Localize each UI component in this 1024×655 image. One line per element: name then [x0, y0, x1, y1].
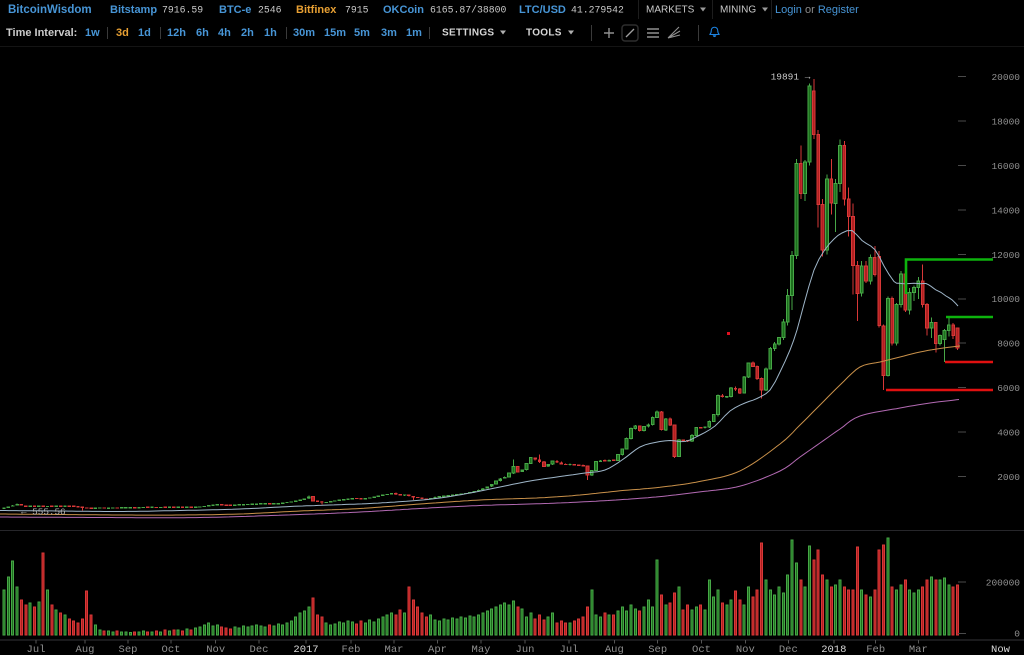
svg-text:0: 0	[1014, 628, 1020, 639]
svg-text:Apr: Apr	[428, 644, 447, 655]
svg-text:Mar: Mar	[385, 644, 404, 655]
svg-text:Sep: Sep	[648, 644, 667, 655]
svg-text:16000: 16000	[991, 161, 1020, 172]
svg-text:6000: 6000	[997, 383, 1020, 394]
svg-text:Aug: Aug	[76, 644, 95, 655]
svg-text:Jul: Jul	[560, 644, 579, 655]
svg-text:2018: 2018	[821, 644, 846, 655]
svg-text:Oct: Oct	[692, 644, 711, 655]
svg-text:4000: 4000	[997, 428, 1020, 439]
svg-text:Feb: Feb	[342, 644, 361, 655]
svg-text:May: May	[472, 644, 491, 655]
svg-text:10000: 10000	[991, 294, 1020, 305]
svg-text:18000: 18000	[991, 117, 1020, 128]
svg-text:Feb: Feb	[866, 644, 885, 655]
svg-text:8000: 8000	[997, 339, 1020, 350]
svg-text:2000: 2000	[997, 472, 1020, 483]
svg-text:2017: 2017	[293, 644, 318, 655]
svg-text:Nov: Nov	[206, 644, 225, 655]
svg-text:Aug: Aug	[605, 644, 624, 655]
svg-text:Nov: Nov	[736, 644, 755, 655]
svg-text:Now: Now	[991, 644, 1011, 655]
svg-text:Jun: Jun	[516, 644, 535, 655]
svg-text:19891 →: 19891 →	[771, 72, 811, 83]
svg-text:20000: 20000	[991, 72, 1020, 83]
svg-text:Sep: Sep	[119, 644, 138, 655]
svg-text:Dec: Dec	[779, 644, 798, 655]
svg-text:12000: 12000	[991, 250, 1020, 261]
svg-text:Dec: Dec	[250, 644, 269, 655]
svg-text:Jul: Jul	[27, 644, 46, 655]
svg-text:200000: 200000	[986, 577, 1021, 588]
svg-text:Oct: Oct	[162, 644, 181, 655]
svg-text:Mar: Mar	[909, 644, 928, 655]
svg-text:← 555.56: ← 555.56	[21, 507, 66, 518]
svg-text:14000: 14000	[991, 205, 1020, 216]
